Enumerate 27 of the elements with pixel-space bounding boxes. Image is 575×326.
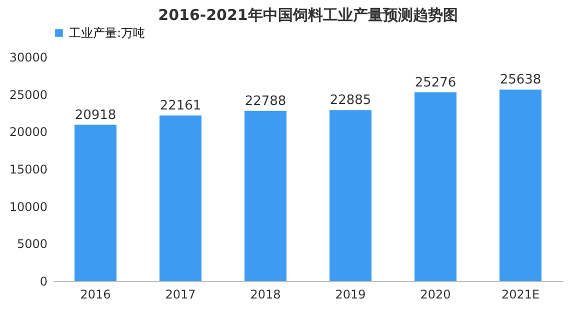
x-tick-label: 2017	[165, 288, 196, 302]
y-tick-label: 0	[40, 274, 48, 288]
bar	[500, 90, 542, 281]
x-tick-label: 2020	[420, 288, 451, 302]
data-label: 22885	[330, 93, 372, 108]
y-tick-label: 20000	[9, 125, 48, 140]
data-label: 25276	[414, 75, 456, 90]
bar	[244, 110, 286, 281]
data-label: 20918	[74, 108, 116, 123]
data-label: 25638	[500, 72, 542, 88]
x-tick-label: 2021E	[501, 288, 540, 302]
data-label: 22788	[244, 94, 286, 109]
x-tick-label: 2018	[250, 288, 281, 302]
y-tick-label: 25000	[9, 88, 48, 102]
y-tick-label: 30000	[9, 50, 48, 64]
bar	[414, 92, 456, 281]
bar	[160, 116, 202, 281]
x-tick-label: 2016	[80, 288, 111, 302]
y-tick-label: 15000	[9, 162, 48, 176]
legend-label: 工业产量:万吨	[69, 26, 146, 40]
x-tick-label: 2019	[335, 288, 366, 302]
chart-title: 2016-2021年中国饲料工业产量预测趋势图	[158, 6, 458, 24]
bar	[74, 124, 116, 281]
y-tick-label: 5000	[16, 237, 48, 252]
bar	[330, 110, 372, 281]
data-label: 22161	[160, 98, 202, 114]
y-tick-label: 10000	[9, 200, 48, 214]
